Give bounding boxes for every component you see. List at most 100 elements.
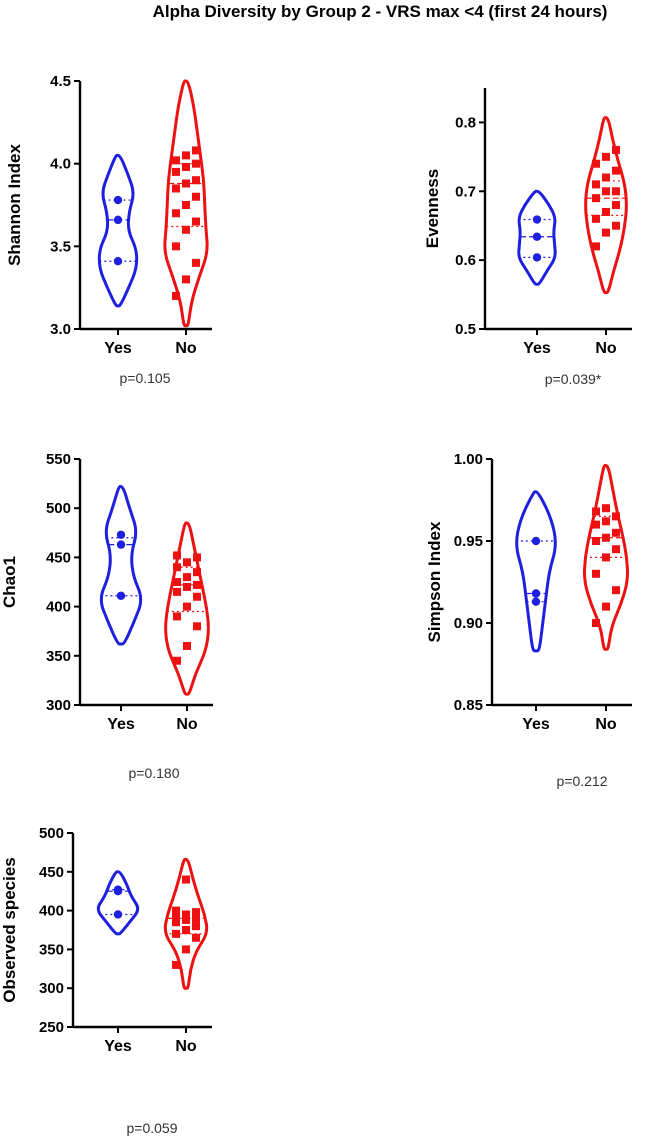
simpson-no-point — [612, 512, 620, 521]
shannon-no-point — [182, 151, 190, 160]
chao1-no-point — [183, 641, 191, 650]
simpson-no-point — [612, 545, 620, 554]
observed-no-point — [172, 912, 180, 921]
observed-violin-yes — [96, 870, 140, 936]
simpson-no-point — [602, 533, 610, 542]
evenness-no-point — [592, 242, 600, 251]
chao1-no-point — [193, 553, 201, 562]
simpson-no-point — [592, 569, 600, 578]
chao1-y-label: Chao1 — [0, 556, 19, 608]
chao1-no-point — [173, 612, 181, 621]
observed-no-point — [172, 906, 180, 915]
observed-no-point — [192, 933, 200, 942]
shannon-no-point — [192, 176, 200, 185]
observed-no-point — [182, 875, 190, 884]
evenness-no-point — [592, 194, 600, 203]
chao1-no-point — [173, 563, 181, 572]
shannon-no-point — [182, 162, 190, 171]
chao1-yes-point — [116, 591, 126, 600]
shannon-no-point — [192, 192, 200, 201]
chao1-yes-point — [116, 530, 126, 539]
observed-no-point — [192, 908, 200, 917]
shannon-violin-no — [163, 79, 209, 328]
simpson-ytick-label: 0.90 — [454, 615, 483, 632]
evenness-yes-point — [532, 215, 542, 224]
chao1-no-point — [173, 551, 181, 560]
evenness-y-label: Evenness — [423, 169, 442, 248]
observed-no-point — [172, 960, 180, 969]
evenness-ytick-label: 0.6 — [455, 252, 476, 269]
chao1-no-point — [193, 592, 201, 601]
chao1-pvalue: p=0.180 — [129, 765, 180, 781]
shannon-panel: 3.0 3.5 4.0 4.5 Yes No Shannon Index p=0.105 — [5, 73, 212, 386]
chao1-no-point — [183, 558, 191, 567]
observed-no-point — [182, 926, 190, 934]
evenness-no-point — [612, 201, 620, 210]
chao1-no-point — [193, 580, 201, 589]
observed-ytick-label: 250 — [39, 1019, 64, 1036]
simpson-no-point — [602, 553, 610, 562]
simpson-ytick-label: 0.95 — [454, 533, 483, 550]
observed-pvalue: p=0.059 — [127, 1120, 178, 1136]
observed-no-point — [192, 922, 200, 931]
shannon-no-point — [192, 146, 200, 155]
observed-no-point — [182, 910, 190, 919]
chao1-no-point — [193, 622, 201, 631]
shannon-no-point — [172, 184, 180, 193]
chao1-ytick-label: 400 — [46, 599, 71, 616]
observed-category-label: No — [175, 1038, 197, 1055]
evenness-panel: 0.5 0.6 0.7 0.8 Yes No Evenness p=0.039* — [423, 88, 632, 387]
observed-no-point — [192, 914, 200, 923]
shannon-yes-point — [113, 195, 123, 205]
simpson-yes-point — [531, 536, 541, 546]
chao1-no-point — [183, 602, 191, 611]
evenness-ytick-label: 0.5 — [455, 321, 476, 338]
chao1-violin-yes — [99, 485, 143, 646]
shannon-no-point — [192, 217, 200, 226]
shannon-no-point — [172, 291, 180, 300]
simpson-no-point — [592, 537, 600, 545]
shannon-y-label: Shannon Index — [5, 144, 24, 266]
evenness-no-point — [612, 145, 620, 154]
shannon-ytick-label: 4.0 — [50, 156, 71, 173]
evenness-no-point — [602, 173, 610, 182]
evenness-pvalue: p=0.039* — [545, 371, 602, 387]
shannon-category-label: No — [175, 340, 197, 357]
shannon-no-point — [182, 225, 190, 234]
observed-ytick-label: 450 — [39, 864, 64, 881]
chao1-ytick-label: 450 — [46, 549, 71, 566]
evenness-no-point — [612, 187, 620, 196]
figure-title: Alpha Diversity by Group 2 - VRS max <4 … — [153, 2, 608, 21]
evenness-no-point — [602, 187, 610, 196]
observed-ytick-label: 300 — [39, 980, 64, 997]
chao1-ytick-label: 550 — [46, 451, 71, 468]
panels: 3.0 3.5 4.0 4.5 Yes No Shannon Index p=0.105 0.5… — [0, 73, 632, 1136]
simpson-no-point — [612, 586, 620, 595]
chao1-no-point — [173, 578, 181, 586]
evenness-ytick-label: 0.7 — [455, 183, 476, 200]
observed-no-point — [182, 915, 190, 924]
shannon-no-point — [172, 209, 180, 218]
observed-ytick-label: 350 — [39, 941, 64, 958]
observed-ytick-label: 400 — [39, 903, 64, 920]
shannon-violin-yes — [97, 153, 139, 308]
chao1-no-point — [173, 656, 181, 665]
shannon-no-point — [192, 258, 200, 267]
shannon-ytick-label: 4.5 — [50, 73, 71, 90]
shannon-no-point — [182, 201, 190, 209]
simpson-no-point — [602, 602, 610, 611]
observed-no-point — [172, 929, 180, 938]
shannon-ytick-label: 3.0 — [50, 321, 71, 338]
shannon-ytick-label: 3.5 — [50, 238, 71, 255]
evenness-ytick-label: 0.8 — [455, 114, 476, 131]
chao1-no-point — [183, 582, 191, 591]
simpson-no-point — [592, 520, 600, 529]
simpson-panel: 0.85 0.90 0.95 1.00 Yes No Simpson Index p=0.21… — [425, 451, 632, 789]
simpson-ytick-label: 0.85 — [454, 697, 483, 714]
evenness-violin-yes — [517, 189, 557, 286]
evenness-violin-no — [584, 116, 628, 295]
evenness-yes-point — [532, 232, 542, 241]
simpson-y-label: Simpson Index — [425, 521, 444, 642]
observed-panel: 250 300 350 400 450 500 Yes No Observed species p… — [0, 825, 212, 1136]
